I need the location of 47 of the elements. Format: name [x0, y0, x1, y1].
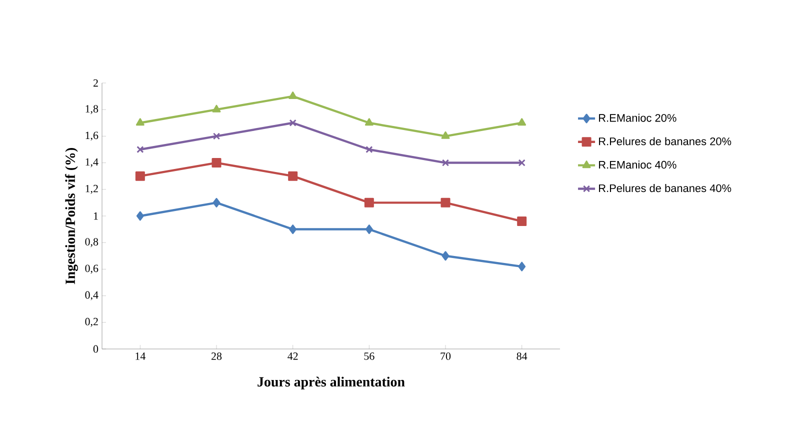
point — [366, 146, 373, 154]
legend-label: R.EManioc 40% — [599, 160, 676, 169]
y-tick-label: 0,8 — [85, 238, 98, 248]
x-tick-label: 56 — [364, 352, 374, 360]
point — [136, 146, 144, 154]
point — [136, 211, 144, 221]
point — [518, 159, 526, 166]
point — [288, 92, 298, 100]
y-tick-label: 0,4 — [85, 291, 98, 300]
x-tick-label: 70 — [440, 352, 451, 360]
point — [442, 159, 450, 166]
y-tick-label: 1,2 — [86, 184, 98, 194]
point — [440, 198, 450, 208]
legend-label: R.EManioc 20% — [599, 114, 676, 122]
y-tick-label: 1,4 — [86, 158, 98, 168]
x-tick-label: 28 — [212, 352, 222, 360]
y-axis-title: Ingestion/Poids vif (%) — [65, 148, 78, 284]
point — [518, 262, 526, 272]
legend-label: R.Pelures de bananes 40% — [599, 184, 732, 192]
point — [442, 251, 450, 261]
point — [518, 118, 526, 126]
point — [289, 119, 296, 126]
y-tick-label: 0,2 — [85, 318, 98, 327]
x-tick-label: 84 — [516, 352, 528, 360]
x-axis-title: Jours après alimentation — [258, 376, 405, 390]
point — [441, 131, 450, 139]
y-tick-label: 2 — [93, 79, 98, 87]
point — [136, 118, 144, 126]
point — [212, 104, 221, 112]
point — [517, 216, 527, 226]
y-tick-label: 0 — [93, 345, 98, 353]
point — [289, 224, 297, 234]
point — [365, 224, 373, 234]
point — [212, 198, 220, 208]
point — [212, 132, 220, 140]
point — [364, 198, 374, 208]
y-tick-label: 1,6 — [86, 132, 98, 141]
x-tick-label: 42 — [288, 352, 298, 360]
y-tick-label: 0,6 — [85, 264, 98, 274]
point — [212, 158, 222, 168]
point — [364, 118, 374, 126]
point — [135, 171, 145, 181]
y-tick-label: 1 — [94, 212, 98, 220]
point — [288, 171, 298, 181]
x-tick-label: 14 — [136, 352, 146, 360]
y-tick-label: 1,8 — [86, 105, 98, 114]
legend-label: R.Pelures de bananes 20% — [599, 137, 732, 146]
